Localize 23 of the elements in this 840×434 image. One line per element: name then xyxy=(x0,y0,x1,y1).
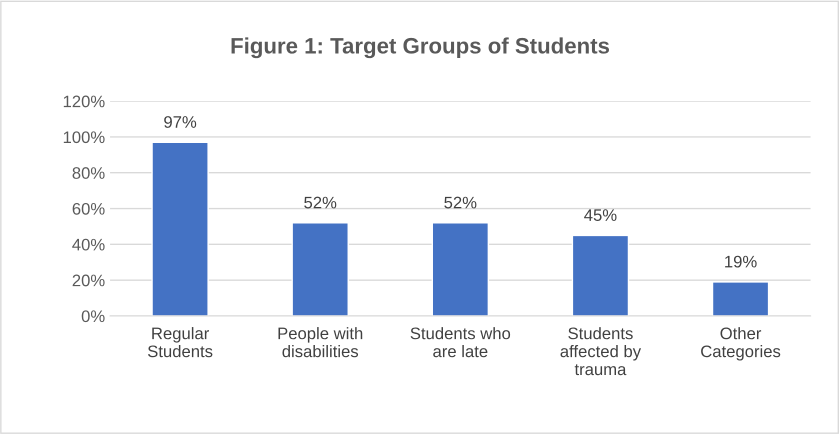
y-tick-label: 100% xyxy=(64,131,105,144)
data-label: 52% xyxy=(444,196,476,208)
y-tick-label: 40% xyxy=(72,238,105,251)
bar xyxy=(712,281,770,316)
y-tick-label: 0% xyxy=(82,310,105,322)
y-tick-label: 80% xyxy=(72,167,105,179)
x-tick-label: Students affected by trauma xyxy=(560,327,642,376)
y-tick-label: 120% xyxy=(64,96,105,108)
data-label: 97% xyxy=(164,116,196,128)
x-tick-label: Students who are late xyxy=(410,327,510,358)
bar xyxy=(432,222,490,316)
bar xyxy=(572,234,630,316)
bar xyxy=(151,142,209,316)
x-tick-label: People with disabilities xyxy=(278,327,362,358)
data-label: 52% xyxy=(304,196,336,208)
x-tick-label: Regular Students xyxy=(148,327,212,358)
x-tick-label: Other Categories xyxy=(701,327,780,361)
data-label: 45% xyxy=(584,209,617,221)
data-label: 19% xyxy=(725,256,757,268)
bar xyxy=(291,222,349,316)
y-tick-label: 60% xyxy=(72,202,105,215)
chart-title: Figure 1: Target Groups of Students xyxy=(232,37,610,58)
y-tick-label: 20% xyxy=(72,274,105,286)
